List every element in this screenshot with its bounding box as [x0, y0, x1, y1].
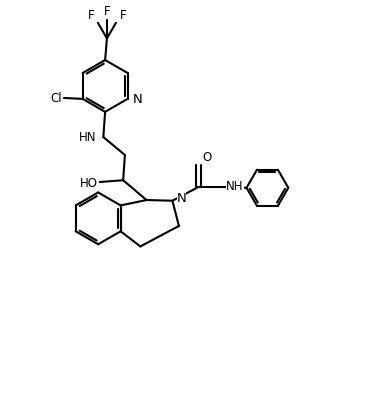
Text: F: F: [88, 9, 94, 22]
Text: HN: HN: [79, 131, 97, 143]
Text: O: O: [202, 151, 211, 164]
Text: N: N: [177, 192, 187, 205]
Text: F: F: [104, 5, 110, 18]
Text: F: F: [119, 9, 126, 22]
Text: Cl: Cl: [51, 92, 62, 105]
Text: N: N: [132, 93, 142, 106]
Text: NH: NH: [226, 179, 243, 192]
Text: HO: HO: [80, 176, 98, 189]
